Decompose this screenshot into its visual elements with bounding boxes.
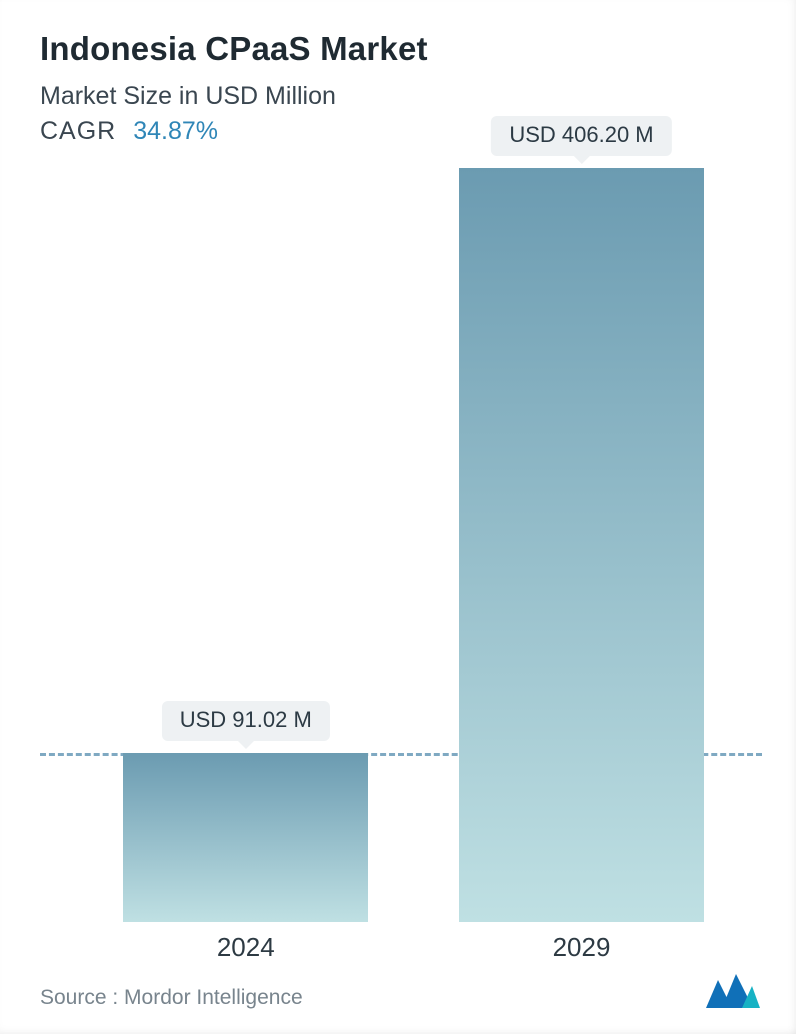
x-label-2029: 2029 <box>553 932 611 963</box>
plot-area: USD 91.02 M USD 406.20 M <box>40 168 762 922</box>
x-label-2024: 2024 <box>217 932 275 963</box>
bar-group-2024: USD 91.02 M <box>123 753 368 922</box>
source-text: Source : Mordor Intelligence <box>40 986 303 1010</box>
bars-container: USD 91.02 M USD 406.20 M <box>40 168 762 922</box>
value-pill-2029: USD 406.20 M <box>491 116 671 156</box>
chart-title: Indonesia CPaaS Market <box>40 30 762 68</box>
bar-2029 <box>459 168 704 922</box>
value-pill-2024: USD 91.02 M <box>162 701 330 741</box>
cagr-label: CAGR <box>40 117 116 145</box>
cagr-value: 34.87% <box>133 117 218 145</box>
chart-card: Indonesia CPaaS Market Market Size in US… <box>0 0 796 1034</box>
mordor-intelligence-logo-icon <box>704 970 762 1010</box>
bar-2024 <box>123 753 368 922</box>
x-axis-labels: 2024 2029 <box>40 932 762 972</box>
bar-group-2029: USD 406.20 M <box>459 168 704 922</box>
chart-footer: Source : Mordor Intelligence <box>40 970 762 1010</box>
chart-subtitle: Market Size in USD Million <box>40 82 762 111</box>
